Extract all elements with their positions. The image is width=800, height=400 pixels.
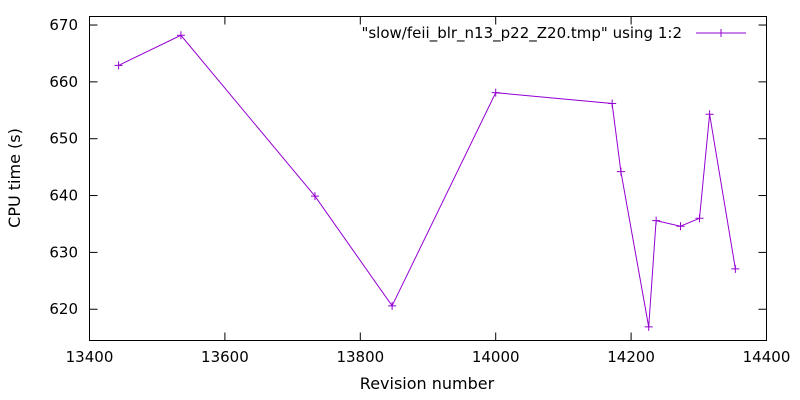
data-point — [310, 192, 319, 201]
x-tick-label: 14200 — [607, 348, 655, 366]
data-point — [652, 216, 661, 225]
data-point — [176, 31, 185, 40]
y-tick-label: 670 — [49, 16, 78, 34]
axis-tick-labels: 13400 13600 13800 14000 14200 14400 620 630 640 6… — [49, 16, 790, 366]
x-tick-label: 13800 — [336, 348, 384, 366]
x-tick-label: 14400 — [743, 348, 791, 366]
y-tick-label: 630 — [49, 243, 78, 261]
x-tick-label: 13400 — [66, 348, 114, 366]
data-point — [616, 167, 625, 176]
legend-series-marker — [717, 29, 725, 37]
y-tick-label: 620 — [49, 300, 78, 318]
series-group — [114, 31, 740, 331]
data-point — [731, 264, 740, 273]
data-point — [644, 322, 653, 331]
legend-series-label: "slow/feii_blr_n13_p22_Z20.tmp" using 1:… — [361, 24, 682, 43]
y-tick-label: 640 — [49, 187, 78, 205]
legend: "slow/feii_blr_n13_p22_Z20.tmp" using 1:… — [361, 24, 746, 43]
y-tick-label: 660 — [49, 73, 78, 91]
data-point — [388, 301, 397, 310]
series-line — [118, 34, 736, 327]
y-tick-label: 650 — [49, 130, 78, 148]
plot-frame — [89, 16, 767, 341]
x-tick-label: 14000 — [472, 348, 520, 366]
data-point — [114, 61, 123, 70]
axis-ticks — [89, 16, 767, 341]
data-point — [608, 99, 617, 108]
data-point — [705, 110, 714, 119]
y-axis-label: CPU time (s) — [5, 128, 24, 228]
data-point — [695, 214, 704, 223]
x-tick-label: 13600 — [201, 348, 249, 366]
data-point — [491, 88, 500, 97]
data-point — [676, 222, 685, 231]
x-axis-label: Revision number — [360, 374, 495, 393]
